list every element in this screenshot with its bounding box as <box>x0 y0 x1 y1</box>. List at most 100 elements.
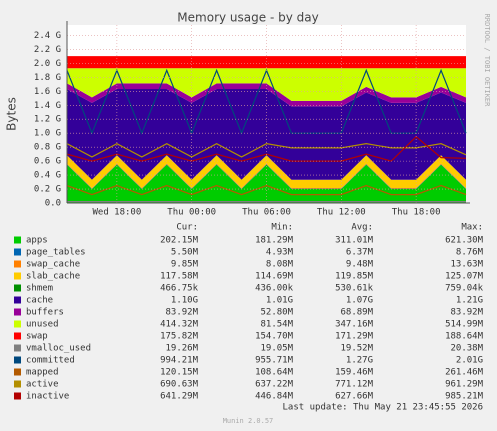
legend-stat: 4.93M <box>266 248 294 258</box>
legend-stat: 9.85M <box>171 260 199 270</box>
legend-stat: 641.29M <box>160 392 199 402</box>
legend-stat: 1.07G <box>346 296 373 306</box>
legend-stat: 261.46M <box>445 368 484 378</box>
area <box>67 56 466 69</box>
legend-swatch <box>14 248 21 256</box>
legend-stat: 125.07M <box>445 272 484 282</box>
y-tick-label: 2.2 G <box>34 45 61 55</box>
legend-stat: 759.04k <box>445 284 484 294</box>
legend-header: Avg: <box>351 223 373 233</box>
legend-stat: 436.00k <box>255 284 294 294</box>
legend-swatch <box>14 356 21 364</box>
legend-stat: 1.01G <box>266 296 293 306</box>
legend-label: page_tables <box>26 248 86 258</box>
legend-swatch <box>14 308 21 316</box>
legend-stat: 621.30M <box>445 236 484 246</box>
y-tick-label: 1.2 G <box>34 115 61 125</box>
x-tick-label: Wed 18:00 <box>92 208 141 218</box>
legend-swatch <box>14 332 21 340</box>
legend-stat: 202.15M <box>160 236 199 246</box>
legend-stat: 188.64M <box>445 332 484 342</box>
legend-stat: 19.26M <box>165 344 198 354</box>
x-tick-label: Thu 18:00 <box>392 208 441 218</box>
legend-label: buffers <box>26 308 64 318</box>
legend-stat: 414.32M <box>160 320 199 330</box>
y-tick-label: 0.6 G <box>34 157 61 167</box>
y-tick-label: 1.4 G <box>34 101 61 111</box>
legend-stat: 52.80M <box>260 308 293 318</box>
legend-label: mapped <box>26 368 59 378</box>
y-tick-label: 0.2 G <box>34 185 61 195</box>
y-tick-label: 1.0 G <box>34 129 61 139</box>
legend-stat: 1.21G <box>456 296 483 306</box>
legend-stat: 19.05M <box>260 344 293 354</box>
version: Munin 2.0.57 <box>223 417 274 425</box>
legend-swatch <box>14 236 21 244</box>
legend-stat: 120.15M <box>160 368 199 378</box>
legend-stat: 961.29M <box>445 380 484 390</box>
y-tick-label: 0.4 G <box>34 171 61 181</box>
legend-stat: 117.58M <box>160 272 199 282</box>
legend-stat: 6.37M <box>346 248 374 258</box>
y-tick-label: 1.6 G <box>34 87 61 97</box>
legend-swatch <box>14 368 21 376</box>
legend-stat: 20.38M <box>450 344 483 354</box>
legend-label: apps <box>26 236 48 246</box>
legend-stat: 119.85M <box>335 272 374 282</box>
legend-stat: 108.64M <box>255 368 294 378</box>
y-tick-label: 2.0 G <box>34 59 61 69</box>
legend-swatch <box>14 344 21 352</box>
legend-label: shmem <box>26 284 53 294</box>
y-tick-label: 0.8 G <box>34 143 61 153</box>
legend-label: vmalloc_used <box>26 344 91 354</box>
legend-label: slab_cache <box>26 272 80 282</box>
legend-stat: 690.63M <box>160 380 199 390</box>
legend-label: swap <box>26 332 48 342</box>
legend-stat: 446.84M <box>255 392 294 402</box>
x-tick-label: Thu 12:00 <box>317 208 366 218</box>
legend-stat: 1.27G <box>346 356 373 366</box>
legend-swatch <box>14 284 21 292</box>
area <box>67 164 466 203</box>
legend-stat: 311.01M <box>335 236 374 246</box>
y-axis-label: Bytes <box>5 97 19 131</box>
side-text: RRDTOOL / TOBI OETIKER <box>483 14 491 108</box>
legend-stat: 154.70M <box>255 332 294 342</box>
legend-stat: 8.08M <box>266 260 294 270</box>
x-tick-label: Thu 00:00 <box>167 208 216 218</box>
area <box>67 68 466 101</box>
legend-swatch <box>14 380 21 388</box>
line <box>66 142 467 158</box>
legend-stat: 181.29M <box>255 236 294 246</box>
y-tick-label: 1.8 G <box>34 73 61 83</box>
legend-stat: 637.22M <box>255 380 294 390</box>
legend-header: Cur: <box>176 223 198 233</box>
legend-stat: 9.48M <box>346 260 374 270</box>
legend-stat: 466.75k <box>160 284 199 294</box>
legend-stat: 514.99M <box>445 320 484 330</box>
legend-stat: 627.66M <box>335 392 374 402</box>
y-tick-label: 2.4 G <box>34 31 61 41</box>
chart-title: Memory usage - by day <box>177 11 318 25</box>
legend-stat: 19.52M <box>340 344 373 354</box>
legend-header: Max: <box>461 223 483 233</box>
legend-swatch <box>14 320 21 328</box>
legend-stat: 5.50M <box>171 248 199 258</box>
legend-stat: 114.69M <box>255 272 294 282</box>
legend-stat: 8.76M <box>456 248 484 258</box>
legend-stat: 994.21M <box>160 356 199 366</box>
legend-label: inactive <box>26 392 69 402</box>
legend-stat: 68.89M <box>340 308 373 318</box>
legend-swatch <box>14 296 21 304</box>
x-tick-label: Thu 06:00 <box>242 208 291 218</box>
area <box>67 88 466 180</box>
legend-stat: 175.82M <box>160 332 199 342</box>
area <box>67 155 466 188</box>
legend-stat: 985.21M <box>445 392 484 402</box>
legend-swatch <box>14 260 21 268</box>
legend-label: swap_cache <box>26 260 80 270</box>
legend-stat: 955.71M <box>255 356 294 366</box>
footer: Last update: Thu May 21 23:45:55 2026 <box>283 403 483 413</box>
